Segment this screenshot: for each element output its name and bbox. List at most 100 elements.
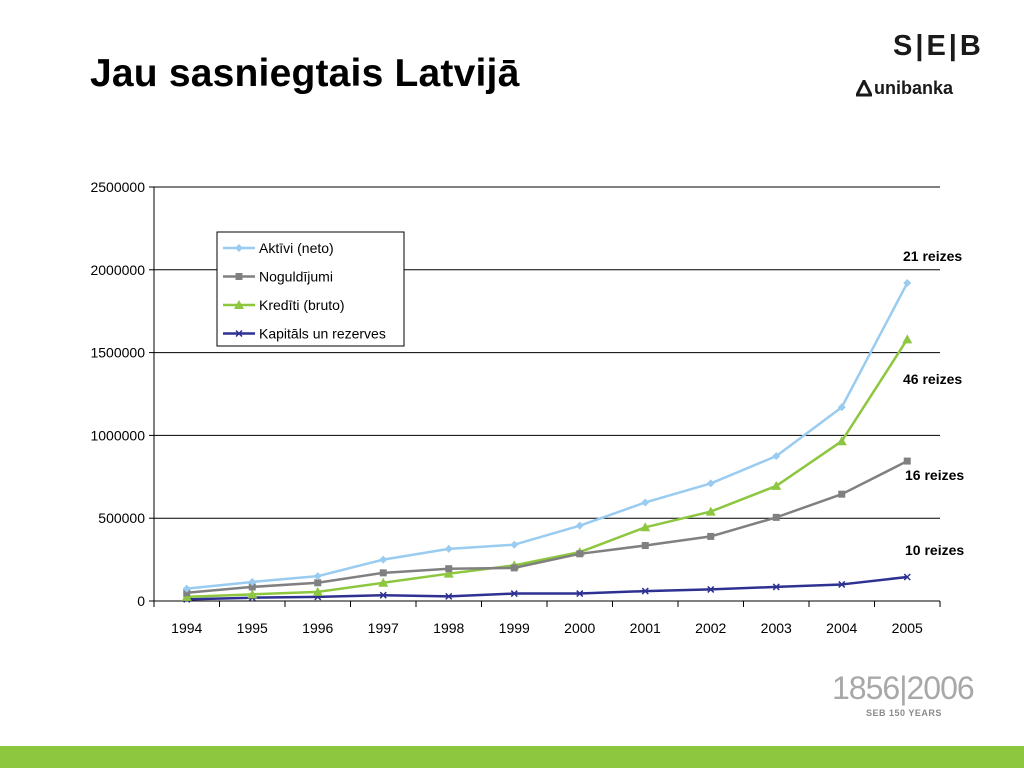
series-line	[186, 282, 909, 590]
y-tick-label: 1500000	[90, 345, 145, 361]
legend-entry: Aktīvi (neto)	[223, 240, 334, 256]
data-point-triangle	[247, 589, 258, 599]
data-point-x-stroke	[379, 591, 387, 599]
data-point-square	[235, 273, 243, 280]
x-tick-label: 1998	[433, 620, 464, 636]
data-point-square	[838, 490, 846, 498]
growth-annotation: 46 reizes	[903, 371, 962, 387]
data-point-triangle	[312, 586, 323, 596]
data-point-diamond	[903, 279, 912, 288]
growth-annotation: 16 reizes	[905, 467, 964, 483]
data-point-square	[248, 583, 256, 591]
x-tick-label: 1999	[499, 620, 530, 636]
data-point-diamond	[772, 452, 781, 461]
data-point-triangle	[902, 334, 913, 344]
y-tick-label: 0	[137, 593, 145, 609]
data-point-diamond	[313, 572, 322, 581]
data-point-x-stroke	[641, 587, 649, 595]
data-point-square	[576, 550, 584, 558]
data-point-x-stroke	[445, 592, 453, 600]
data-point-x	[903, 573, 911, 581]
data-point-diamond	[248, 577, 257, 586]
data-point-triangle	[378, 577, 389, 587]
legend-entry: Kapitāls un rezerves	[223, 326, 386, 342]
data-point-square	[707, 532, 715, 540]
legend-label: Aktīvi (neto)	[259, 240, 334, 256]
data-point-x	[772, 583, 780, 591]
series-line	[186, 338, 909, 599]
data-point-x-stroke	[510, 590, 518, 598]
y-tick-label: 2500000	[90, 179, 145, 195]
data-point-square	[641, 542, 649, 550]
anniversary-caption: SEB 150 YEARS	[866, 708, 942, 718]
unibanka-label: unibanka	[874, 78, 954, 98]
unibanka-logo-text: unibanka	[856, 78, 954, 99]
legend-box	[216, 231, 405, 347]
data-point-diamond	[510, 540, 519, 549]
unibanka-mark-icon	[856, 80, 872, 97]
data-point-x	[641, 587, 649, 595]
x-tick-label: 2005	[892, 620, 923, 636]
data-point-x	[707, 585, 715, 593]
anniversary-years: 1856|2006	[832, 670, 975, 706]
data-point-square	[314, 579, 322, 587]
seb-unibanka-logo: S|E|B unibanka	[856, 30, 1000, 100]
data-point-diamond	[706, 479, 715, 488]
data-point-x-stroke	[772, 583, 780, 591]
data-point-diamond	[444, 544, 453, 553]
data-point-square	[903, 457, 911, 465]
x-tick-label: 1996	[302, 620, 333, 636]
data-point-triangle	[443, 568, 454, 578]
data-point-diamond	[235, 244, 243, 252]
data-point-x-stroke	[903, 573, 911, 581]
data-point-triangle	[771, 480, 782, 490]
data-point-x-stroke	[707, 585, 715, 593]
chart-axes: 0 500000 1000000 1500000 2000000 2500000 1994 1…	[90, 179, 941, 636]
y-tick-label: 1000000	[90, 427, 145, 443]
data-point-diamond	[575, 521, 584, 530]
legend-label: Kredīti (bruto)	[259, 297, 345, 313]
chart-legend: Aktīvi (neto) Noguldījumi Kredīti (bruto) K…	[216, 231, 405, 347]
anniversary-badge: 1856|2006 SEB 150 YEARS	[832, 670, 992, 720]
data-point-square	[772, 513, 780, 521]
x-tick-label: 2004	[826, 620, 857, 636]
legend-label: Noguldījumi	[259, 269, 333, 285]
legend-entry: Noguldījumi	[223, 269, 333, 285]
y-tick-label: 2000000	[90, 262, 145, 278]
data-point-x	[445, 592, 453, 600]
data-point-triangle	[181, 591, 192, 601]
data-point-triangle	[640, 522, 651, 532]
chart-annotations: 21 reizes 46 reizes 16 reizes 10 reizes	[903, 248, 964, 558]
line-chart: 0 500000 1000000 1500000 2000000 2500000 1994 1…	[90, 179, 964, 636]
data-point-x-stroke	[576, 590, 584, 598]
data-point-diamond	[837, 403, 846, 412]
data-point-x	[576, 590, 584, 598]
x-tick-label: 2001	[630, 620, 661, 636]
growth-annotation: 21 reizes	[903, 248, 962, 264]
x-tick-label: 1997	[368, 620, 399, 636]
data-point-diamond	[182, 584, 191, 593]
seb-logo-text: S|E|B	[893, 30, 984, 62]
data-point-x-stroke	[838, 580, 846, 588]
bottom-accent-bar	[0, 746, 1024, 768]
data-point-x	[510, 590, 518, 598]
data-point-triangle	[836, 436, 847, 446]
data-point-diamond	[379, 555, 388, 564]
data-point-x	[838, 580, 846, 588]
data-point-square	[183, 589, 191, 597]
legend-label: Kapitāls un rezerves	[259, 326, 386, 342]
chart-series	[181, 279, 913, 603]
growth-annotation: 10 reizes	[905, 542, 964, 558]
data-point-square	[510, 564, 518, 572]
x-tick-label: 2003	[761, 620, 792, 636]
data-point-square	[379, 569, 387, 577]
x-tick-label: 2002	[695, 620, 726, 636]
x-tick-label: 2000	[564, 620, 595, 636]
data-point-x-stroke	[235, 329, 243, 338]
x-tick-label: 1994	[171, 620, 202, 636]
page-title: Jau sasniegtais Latvijā	[90, 52, 520, 95]
y-tick-label: 500000	[98, 510, 145, 526]
data-point-x	[379, 591, 387, 599]
data-point-diamond	[641, 498, 650, 507]
data-point-triangle	[234, 300, 244, 309]
